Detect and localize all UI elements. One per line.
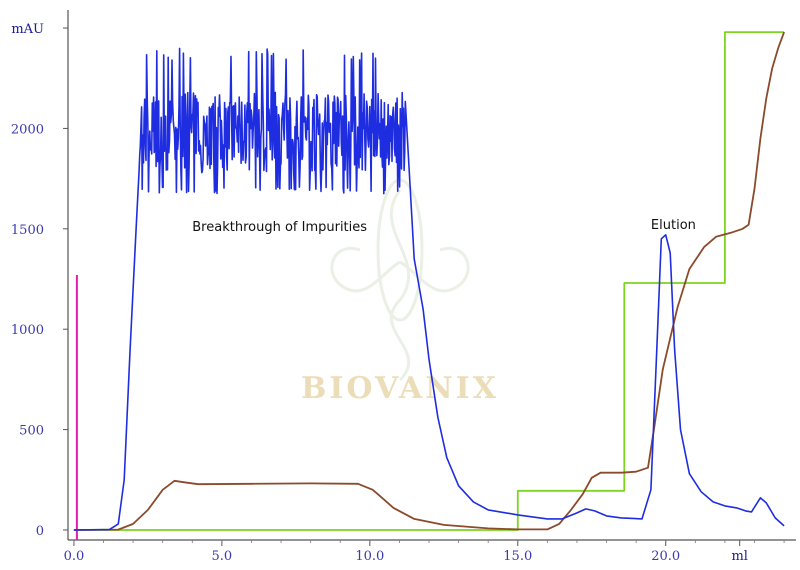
y-tick-label: 500 [19, 424, 44, 439]
series-line-1 [73, 31, 785, 531]
series-lines [73, 31, 785, 531]
annotation-label: Elution [651, 218, 696, 233]
y-tick-label: 1500 [11, 223, 44, 238]
x-tick-label: 0.0 [64, 549, 85, 564]
watermark-text: BIOVANIX [301, 371, 499, 406]
y-tick-label: mAU [11, 22, 44, 37]
x-tick-label: ml [731, 549, 748, 564]
x-tick-label: 15.0 [503, 549, 532, 564]
y-tick-label: 1000 [11, 323, 44, 338]
x-tick-label: 10.0 [355, 549, 384, 564]
annotation-label: Breakthrough of Impurities [192, 220, 367, 235]
watermark-logo [330, 178, 470, 382]
y-tick-label: 2000 [11, 122, 44, 137]
axes [67, 10, 796, 541]
tick-labels: 0.0 5.0 10.0 15.0 20.0 ml 0 500 1000 1500 2000 mAU [11, 22, 785, 564]
annotations: Breakthrough of Impurities Elution [192, 218, 696, 235]
series-line-0 [73, 47, 785, 531]
x-tick-label: 5.0 [212, 549, 233, 564]
y-tick-label: 0 [36, 524, 44, 539]
x-tick-label: 20.0 [651, 549, 680, 564]
series-line-2 [73, 31, 785, 531]
